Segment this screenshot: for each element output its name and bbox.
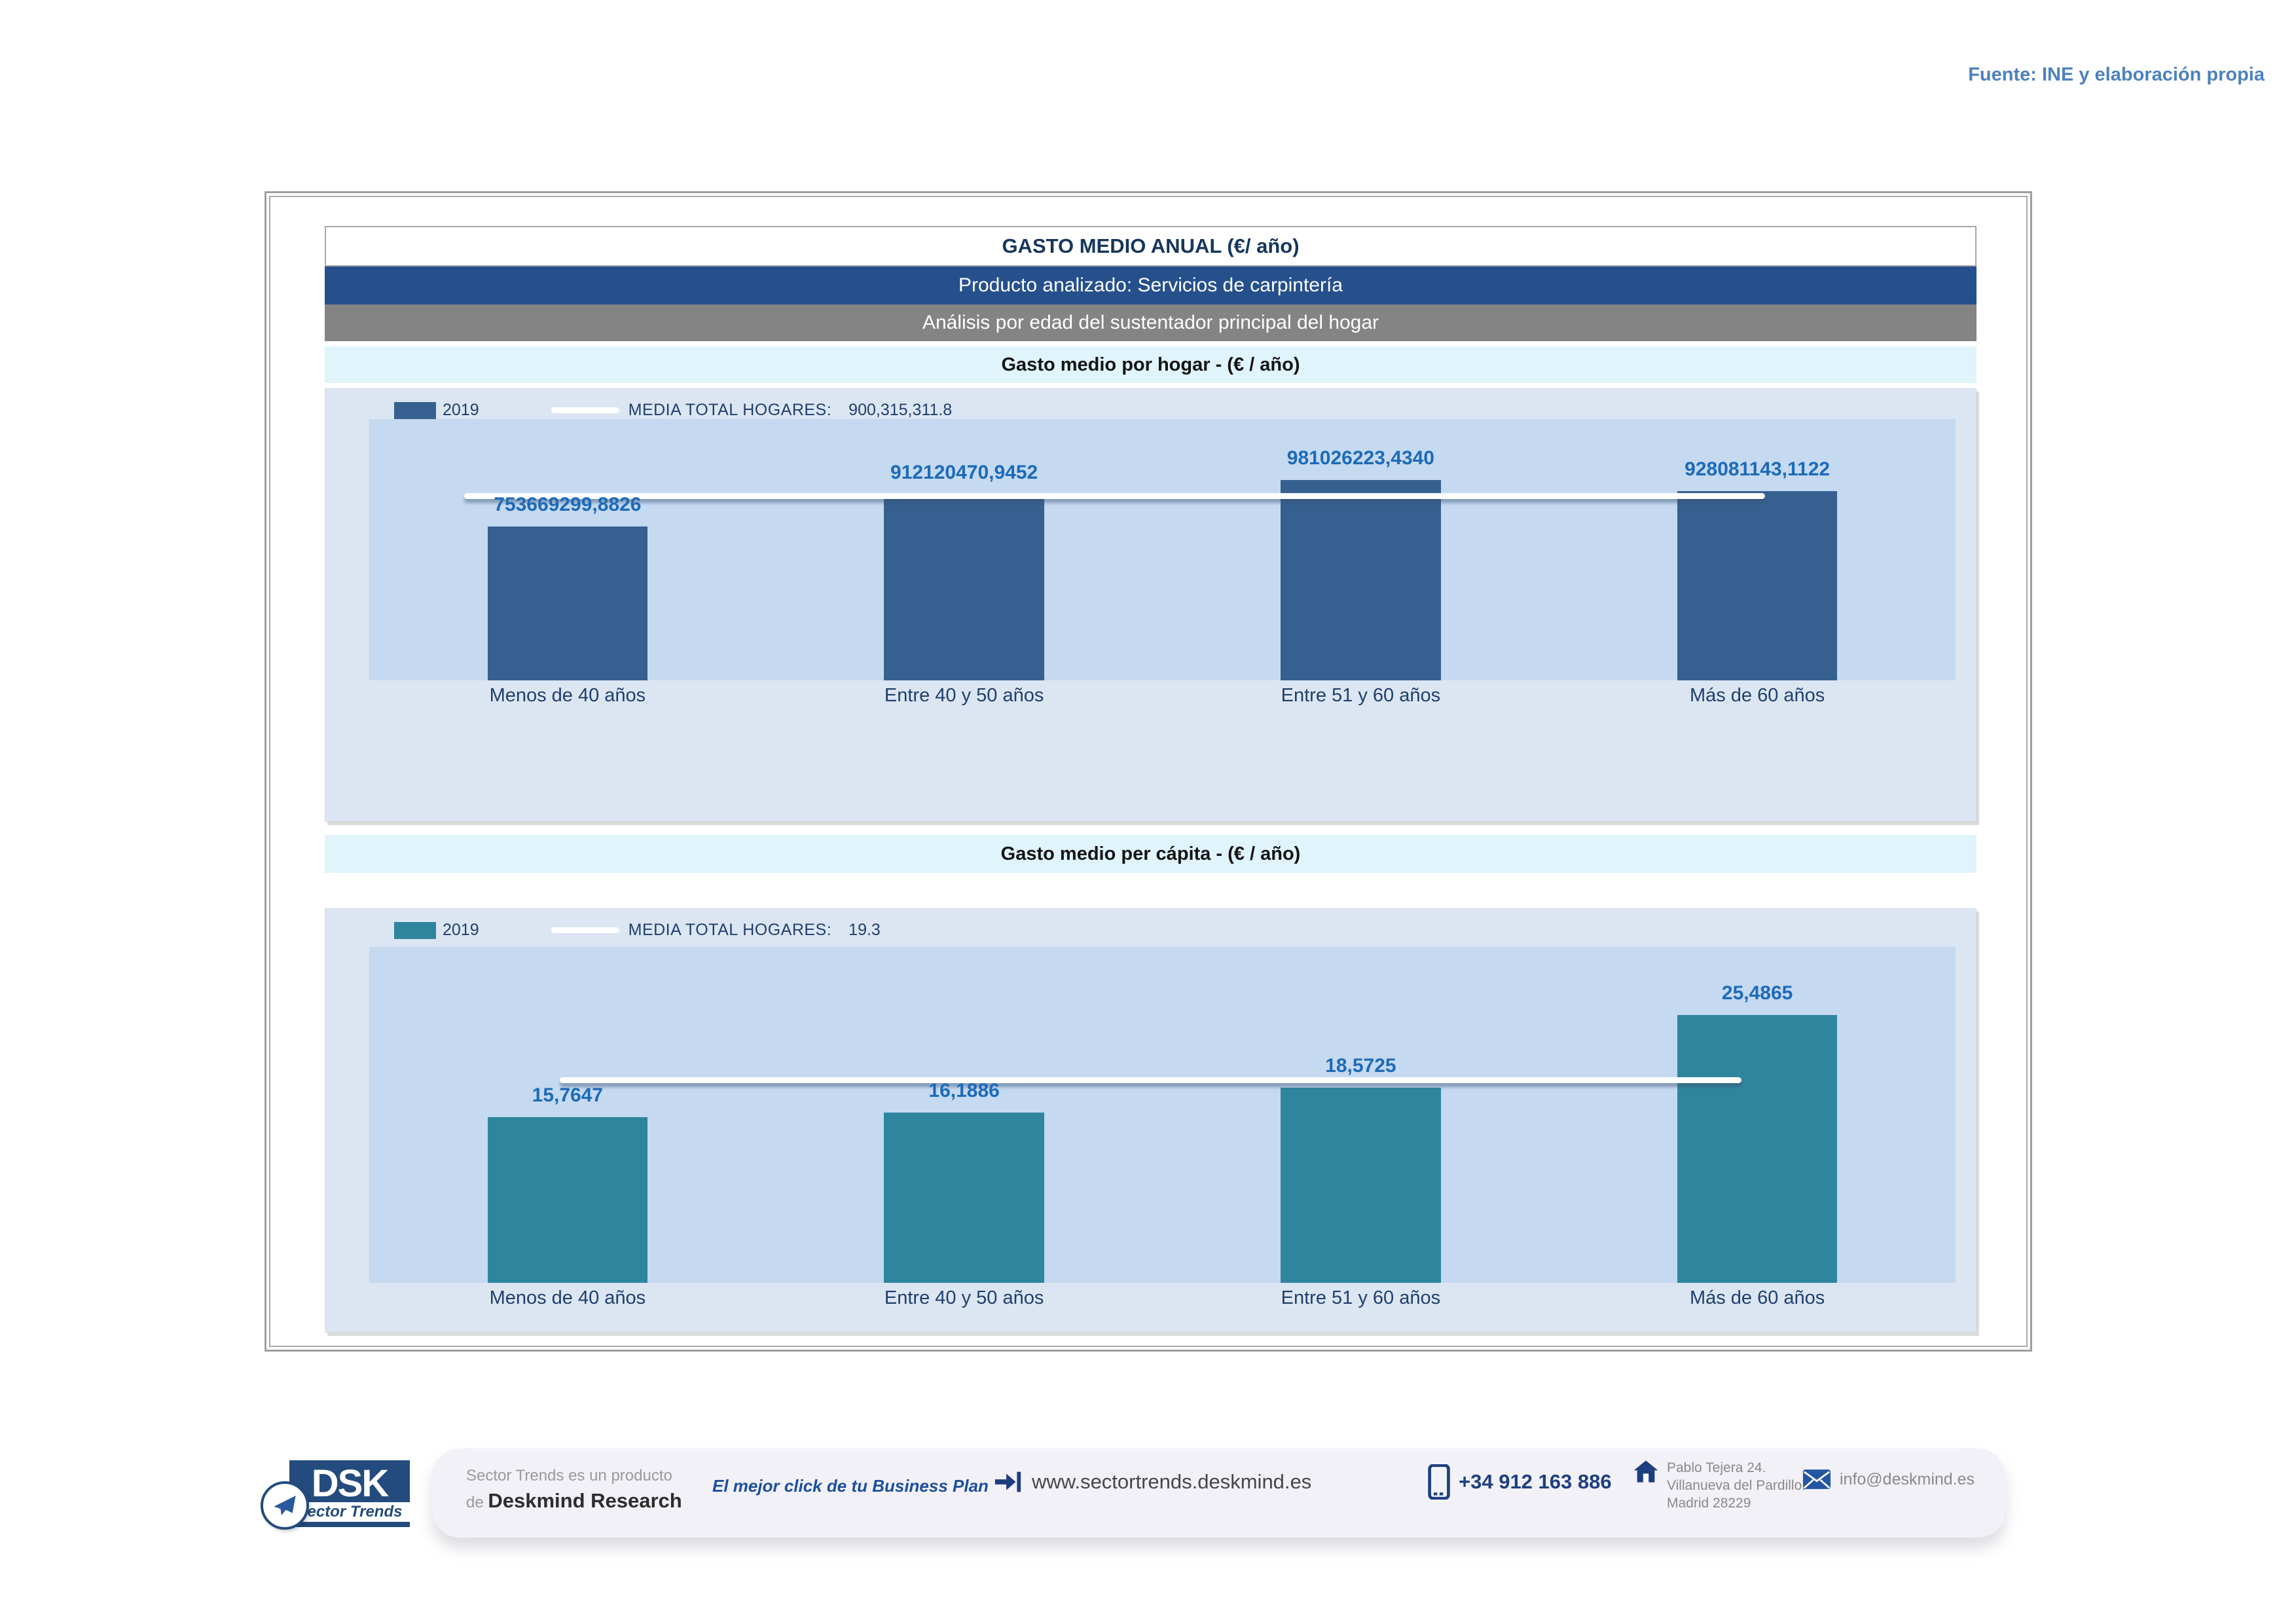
dsk-logo-box: DSK Sector Trends: [289, 1460, 410, 1527]
dsk-logo-band: Sector Trends: [289, 1502, 410, 1522]
bar-value-label: 753669299,8826: [494, 494, 642, 516]
address-line1: Pablo Tejera 24.: [1667, 1460, 1766, 1475]
media-line-swatch: [551, 927, 619, 933]
address-line3: Madrid 28229: [1667, 1496, 1751, 1511]
chart-hogar-title: Gasto medio por hogar - (€ / año): [325, 346, 1977, 383]
email-link[interactable]: info@deskmind.es: [1840, 1469, 1975, 1488]
bar-1: [884, 1113, 1044, 1283]
plot-area: 15,7647 16,1886 18,5725 25,4865: [369, 947, 1956, 1283]
media-line-swatch: [551, 407, 619, 413]
series-2019-swatch: [394, 921, 436, 939]
brand-name: Deskmind Research: [488, 1489, 682, 1512]
report-frame: GASTO MEDIO ANUAL (€/ año) Producto anal…: [264, 191, 2032, 1352]
source-note: Fuente: INE y elaboración propia: [1968, 64, 2265, 85]
address-text: Pablo Tejera 24. Villanueva del Pardillo…: [1667, 1459, 1806, 1512]
website-row: www.sectortrends.deskmind.es: [993, 1467, 1311, 1497]
bar-1: [884, 494, 1044, 680]
plot-area: 753669299,8826 912120470,9452 981026223,43…: [369, 419, 1956, 680]
chart-gasto-medio-por-hogar: 2019 MEDIA TOTAL HOGARES: 900,315,311.8 …: [325, 388, 1977, 822]
category-label: Entre 51 y 60 años: [1281, 1287, 1441, 1308]
produced-line1: Sector Trends es un producto: [466, 1467, 672, 1485]
media-total-label: MEDIA TOTAL HOGARES:: [628, 401, 832, 419]
product-analyzed-banner: Producto analizado: Servicios de carpint…: [325, 267, 1977, 304]
home-icon: [1633, 1459, 1659, 1484]
media-total-label: MEDIA TOTAL HOGARES:: [628, 921, 832, 939]
bar-value-label: 25,4865: [1721, 982, 1793, 1005]
chart-legend: 2019 MEDIA TOTAL HOGARES: 900,315,311.8: [394, 401, 952, 420]
footer-bar: [432, 1449, 2005, 1538]
category-axis: Menos de 40 años Entre 40 y 50 años Entre …: [369, 1287, 1956, 1316]
report-title: GASTO MEDIO ANUAL (€/ año): [325, 226, 1977, 267]
bar-0: [487, 1117, 648, 1283]
produced-line2: de Deskmind Research: [466, 1489, 682, 1513]
series-2019-label: 2019: [443, 401, 479, 419]
dsk-logo-letters: DSK: [311, 1462, 389, 1505]
envelope-icon: [1803, 1469, 1831, 1489]
bar-value-label: 15,7647: [532, 1084, 604, 1107]
phone-number: +34 912 163 886: [1459, 1470, 1612, 1493]
produced-prefix: de: [466, 1494, 488, 1511]
bar-value-label: 981026223,4340: [1286, 447, 1434, 470]
series-2019-label: 2019: [443, 921, 479, 939]
category-label: Entre 51 y 60 años: [1281, 685, 1441, 706]
category-label: Menos de 40 años: [489, 1287, 646, 1308]
media-total-value: 19.3: [848, 921, 881, 939]
chart-gasto-medio-per-capita: 2019 MEDIA TOTAL HOGARES: 19.3 15,7647 16…: [325, 908, 1977, 1333]
phone-row: +34 912 163 886: [1427, 1464, 1612, 1500]
bar-3: [1677, 1015, 1838, 1283]
media-total-line: [559, 1077, 1741, 1083]
footer-tagline: El mejor click de tu Business Plan: [712, 1476, 989, 1496]
bar-value-label: 928081143,1122: [1685, 458, 1831, 480]
produced-by: Sector Trends es un producto de Deskmind…: [466, 1467, 682, 1513]
paper-plane-icon: [272, 1492, 298, 1519]
category-label: Más de 60 años: [1689, 685, 1825, 706]
chart-legend: 2019 MEDIA TOTAL HOGARES: 19.3: [394, 921, 881, 940]
bar-3: [1677, 490, 1838, 680]
dsk-logo: DSK Sector Trends: [261, 1458, 412, 1534]
category-label: Más de 60 años: [1689, 1287, 1825, 1308]
bar-2: [1281, 1088, 1441, 1283]
address-line2: Villanueva del Pardillo.: [1667, 1478, 1806, 1493]
bar-2: [1281, 480, 1441, 680]
category-axis: Menos de 40 años Entre 40 y 50 años Entre …: [369, 685, 1956, 714]
media-total-line: [464, 493, 1766, 500]
dsk-logo-circle: [261, 1481, 309, 1530]
address-row: Pablo Tejera 24. Villanueva del Pardillo…: [1633, 1459, 1806, 1512]
media-total-value: 900,315,311.8: [848, 401, 953, 419]
email-row: info@deskmind.es: [1803, 1469, 1975, 1489]
dsk-logo-subtitle: Sector Trends: [297, 1503, 403, 1521]
website-link[interactable]: www.sectortrends.deskmind.es: [1032, 1470, 1312, 1493]
series-2019-swatch: [394, 401, 436, 419]
bar-value-label: 18,5725: [1325, 1055, 1396, 1077]
link-arrow-icon: [993, 1467, 1023, 1497]
analysis-banner: Análisis por edad del sustentador princi…: [325, 304, 1977, 341]
category-label: Entre 40 y 50 años: [884, 685, 1044, 706]
bar-0: [487, 526, 648, 680]
category-label: Entre 40 y 50 años: [884, 1287, 1044, 1308]
category-label: Menos de 40 años: [489, 685, 646, 706]
phone-icon: [1427, 1464, 1451, 1500]
chart-capita-title: Gasto medio per cápita - (€ / año): [325, 835, 1977, 873]
bar-value-label: 16,1886: [928, 1080, 1000, 1102]
bar-value-label: 912120470,9452: [890, 461, 1038, 483]
